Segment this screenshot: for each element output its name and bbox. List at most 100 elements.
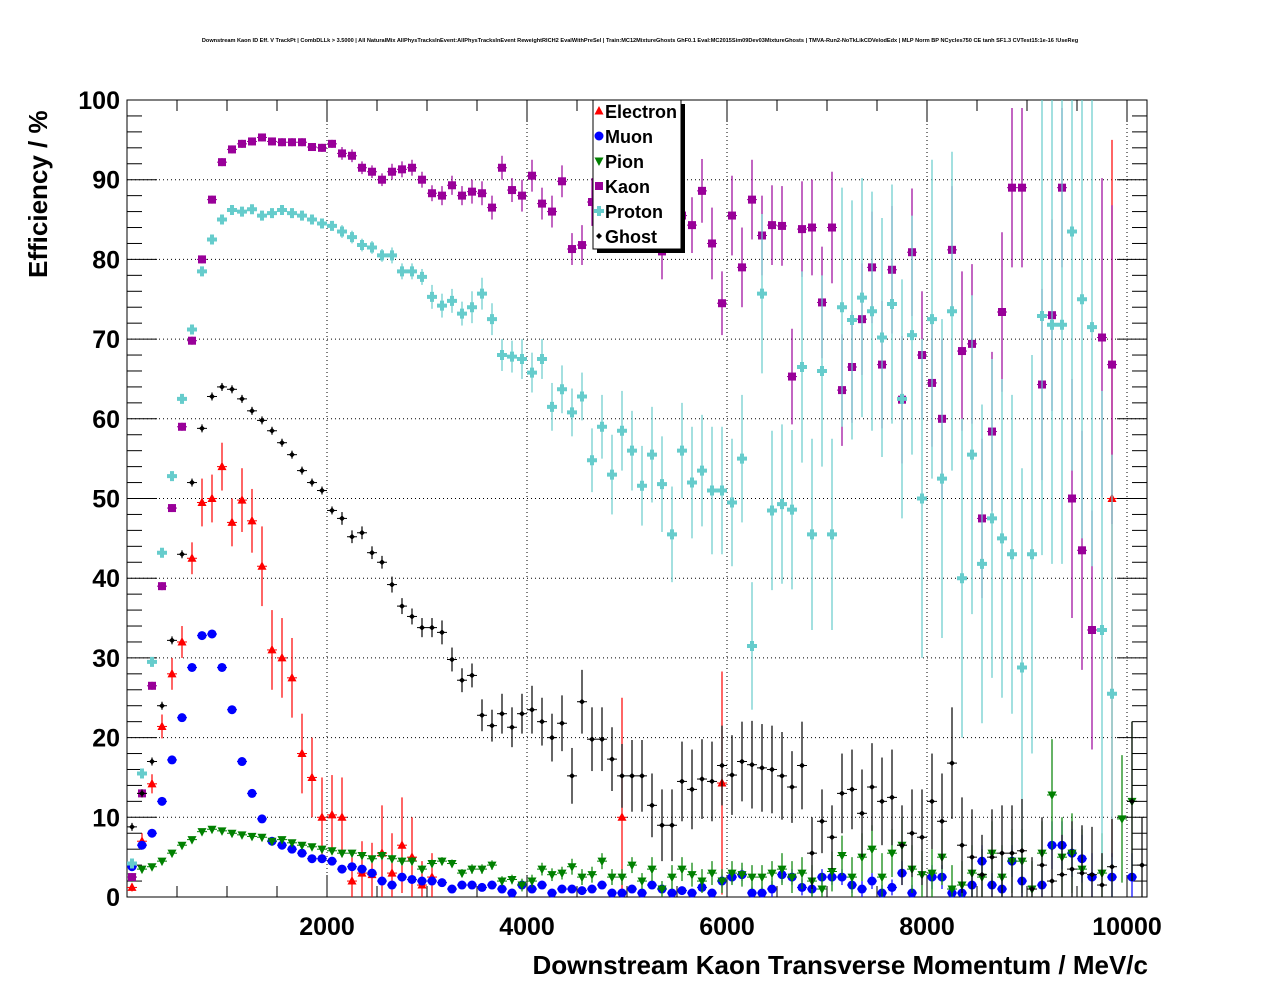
marker-pion [227,829,237,839]
marker-proton [357,240,367,251]
data-point-ghost [137,789,147,798]
data-point-ghost [337,512,347,525]
marker-pion [357,852,367,861]
data-point-kaon [177,422,187,431]
marker-proton [857,292,867,303]
data-point-ghost [407,608,417,625]
marker-proton [837,302,847,313]
data-point-pion [237,831,247,840]
data-point-pion [817,873,827,897]
data-point-muon [677,886,687,896]
data-point-kaon [997,232,1007,392]
data-point-pion [647,857,657,882]
data-point-ghost [937,773,947,870]
marker-kaon [388,167,396,176]
marker-muon [357,864,367,874]
marker-ghost [739,758,745,765]
data-point-muon [307,854,317,864]
marker-muon [217,662,227,672]
data-point-ghost [477,699,487,732]
data-point-kaon [697,158,707,223]
marker-kaon [808,223,816,232]
marker-muon [457,880,467,890]
marker-ghost [379,559,385,566]
marker-proton [197,266,207,277]
data-point-proton [987,359,997,678]
marker-muon [837,872,847,882]
marker-proton [407,266,417,277]
marker-proton [227,204,237,215]
marker-proton [387,250,397,261]
data-point-ghost [237,394,247,403]
data-point-ghost [897,805,907,886]
data-point-proton [777,424,787,584]
data-point-proton [327,220,337,231]
marker-electron [187,553,197,562]
data-point-proton [997,378,1007,698]
data-point-ghost [347,530,357,544]
data-point-muon [247,788,257,798]
data-point-pion [357,852,367,861]
marker-pion [867,845,877,855]
data-point-proton [1057,100,1067,564]
marker-kaon [778,221,786,230]
marker-ghost [919,834,925,841]
data-point-ghost [757,724,767,812]
data-point-ghost [697,739,707,819]
legend-entry-proton: Proton [594,202,663,222]
data-point-proton [1067,100,1077,471]
data-point-pion [207,825,217,835]
marker-ghost [859,810,865,817]
data-point-muon [187,662,197,672]
data-point-ghost [977,834,987,897]
proton-legend-marker-icon [594,206,604,216]
data-point-pion [517,878,527,892]
data-point-proton [707,426,717,555]
data-point-kaon [397,161,407,178]
marker-kaon [478,189,486,198]
marker-kaon [578,241,586,250]
data-point-ghost [1097,853,1107,897]
legend-entry-ghost: Ghost [596,227,657,247]
data-point-ghost [287,450,297,459]
legend-label: Kaon [605,177,650,197]
data-point-ghost [1137,817,1147,897]
legend-entry-kaon: Kaon [595,177,650,197]
data-point-proton [727,438,737,567]
data-point-ghost [467,663,477,688]
series-electron [127,139,1117,897]
marker-proton [647,449,657,460]
data-point-proton [377,249,387,262]
marker-kaon [568,245,576,254]
y-tick-label: 60 [92,406,120,434]
marker-kaon [228,145,236,154]
marker-proton [1087,322,1097,333]
marker-ghost [229,386,235,393]
marker-ghost [659,822,665,829]
marker-ghost [899,842,905,849]
data-point-proton [857,178,867,418]
data-point-muon [427,876,437,886]
data-point-pion [147,863,157,872]
marker-electron [297,748,307,758]
marker-pion [517,881,527,891]
marker-proton [437,300,447,311]
data-point-pion [397,857,407,867]
marker-kaon [538,199,546,208]
data-point-ghost [777,732,787,820]
marker-ghost [559,720,565,727]
data-point-ghost [547,713,557,762]
data-point-proton [877,217,887,458]
data-point-pion [457,869,467,879]
data-point-electron [207,474,217,523]
marker-pion [947,885,957,895]
data-point-muon [867,873,877,890]
data-point-muon [587,884,597,894]
data-point-proton [907,215,917,455]
marker-pion [307,843,317,852]
data-point-pion [597,853,607,870]
marker-ghost [219,383,225,390]
data-point-proton [367,241,377,254]
data-point-kaon [507,178,517,203]
data-point-proton [717,426,727,555]
